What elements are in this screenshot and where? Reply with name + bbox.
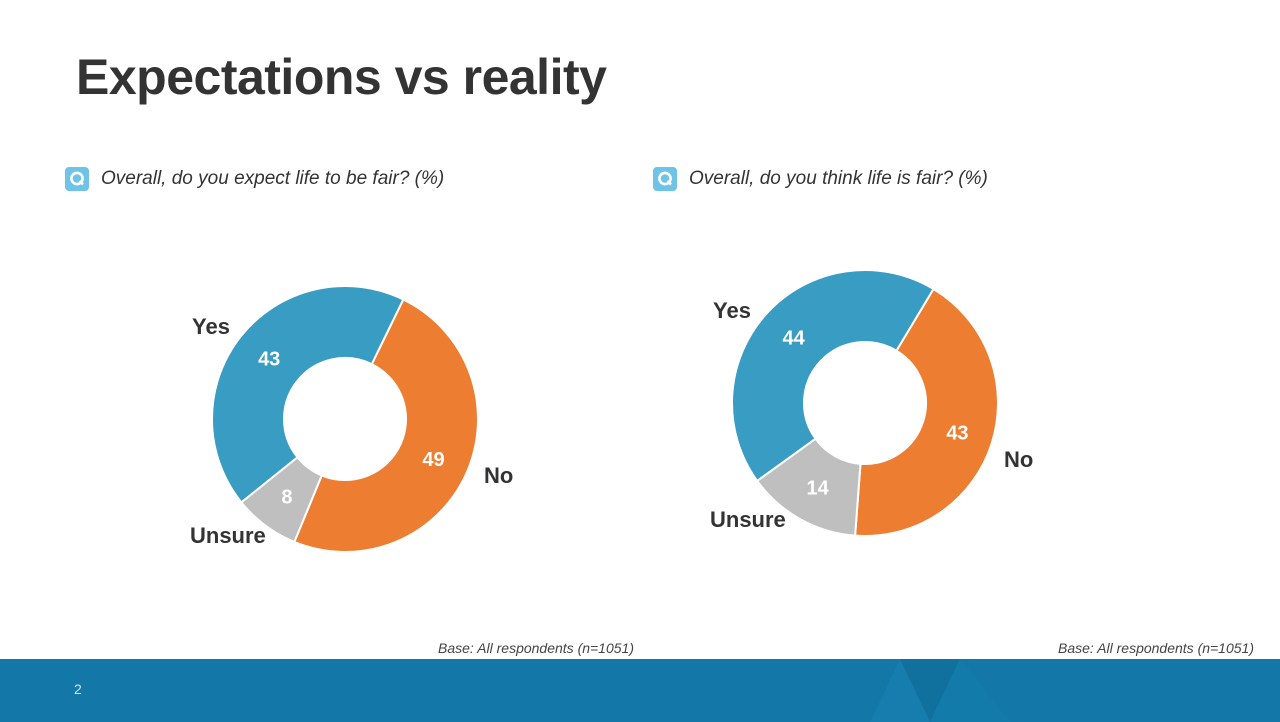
- category-label-yes: Yes: [192, 314, 230, 339]
- data-label-unsure: 14: [807, 478, 830, 500]
- question-think-text: Overall, do you think life is fair? (%): [689, 168, 988, 189]
- category-label-yes: Yes: [713, 298, 751, 323]
- base-note-expect: Base: All respondents (n=1051): [438, 640, 634, 656]
- question-expect: Overall, do you expect life to be fair? …: [65, 167, 444, 191]
- footer-bar: 2: [0, 659, 1280, 722]
- category-label-no: No: [484, 463, 513, 488]
- question-icon: [653, 167, 677, 191]
- slice-no: [293, 298, 479, 553]
- page-number: 2: [74, 681, 82, 697]
- data-label-yes: 44: [782, 327, 805, 349]
- data-label-no: 49: [422, 449, 444, 471]
- slice-no: [854, 287, 999, 537]
- data-label-yes: 43: [258, 348, 280, 370]
- footer-decoration: [870, 659, 1010, 722]
- page-title: Expectations vs reality: [76, 49, 607, 105]
- slice-yes: [211, 285, 405, 504]
- question-expect-text: Overall, do you expect life to be fair? …: [101, 168, 445, 189]
- donut-chart-think: 43 No 14 Unsure 44 Yes: [710, 269, 1033, 537]
- category-label-no: No: [1004, 447, 1033, 472]
- data-label-no: 43: [946, 422, 968, 444]
- data-label-unsure: 8: [281, 487, 292, 509]
- question-think: Overall, do you think life is fair? (%): [653, 167, 988, 191]
- base-note-think: Base: All respondents (n=1051): [1058, 640, 1254, 656]
- donut-chart-expect: 49 No 8 Unsure 43 Yes: [190, 285, 513, 553]
- category-label-unsure: Unsure: [190, 523, 266, 548]
- question-icon: [65, 167, 89, 191]
- category-label-unsure: Unsure: [710, 507, 786, 532]
- slice-yes: [731, 269, 935, 483]
